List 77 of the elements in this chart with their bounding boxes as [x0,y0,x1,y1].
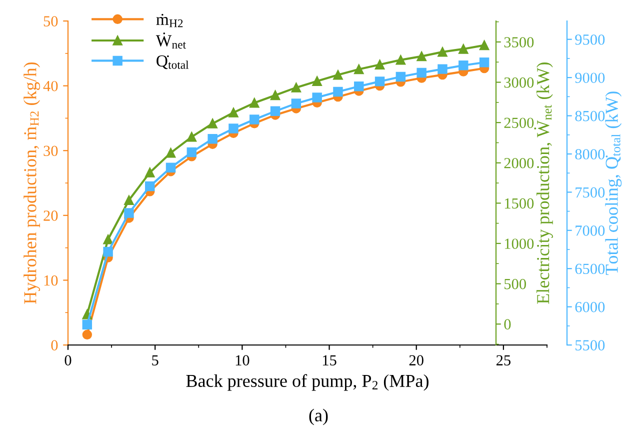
point [479,40,490,50]
point [166,148,176,158]
point [333,70,343,80]
y-tick-label: 0 [51,340,58,350]
point [291,98,302,108]
y2-tick-label: 2500 [504,118,534,128]
y2-tick-label: 3000 [504,77,534,88]
y-tick-label: 50 [44,16,58,26]
y2-axis-title: Electricity production, Ẇ$_{net}$ (kW) [534,62,553,304]
point [396,55,406,65]
y2-tick-label: 1500 [504,198,534,209]
point [82,320,92,330]
y3-tick-label: 7500 [576,187,605,198]
point [166,162,176,172]
y3-tick-label: 6000 [575,302,605,312]
point [354,82,364,92]
point [145,181,155,192]
point [103,234,113,244]
point [396,72,406,82]
point [438,47,448,57]
y2-tick-label: 500 [504,278,526,290]
y3-axis-title: Total cooling, Q̇$_{total}$ (kW) [605,92,622,275]
point [228,124,238,134]
point [333,86,343,97]
point [250,98,260,108]
point [145,168,155,178]
y2-tick-label: 2000 [504,158,534,168]
x-axis-title: Back pressure of pump, P$_{2}$ (MPa) [186,374,428,391]
point [208,118,218,128]
point [416,51,426,62]
point [82,330,92,340]
point [458,60,468,70]
point [186,147,197,158]
x-tick-label: 20 [409,355,424,366]
point [124,195,134,206]
point [438,64,448,74]
y-tick-label: 30 [44,146,58,156]
y3-tick-label: 9000 [575,72,605,83]
x-tick-label: 15 [322,355,336,366]
y-tick-label: 20 [44,210,58,221]
point [291,82,302,92]
x-tick-label: 25 [496,355,510,366]
legend-label: ṁ$_{H2}$ [156,14,183,28]
text: (a) [309,408,328,426]
y-tick-label: 10 [44,275,58,286]
legend-label: Q̇$_{total}$ [156,55,189,70]
y2-tick-label: 3500 [504,37,534,48]
point [270,90,280,100]
x-tick-label: 10 [236,355,250,366]
y3-tick-label: 8000 [575,149,605,160]
y3-tick-label: 6500 [575,264,605,274]
point [270,106,280,116]
point [103,246,113,257]
point [250,114,260,124]
y-axis-title: Hydrohen production, ṁ$_{H2}$ (kg/h) [24,62,40,304]
point [479,58,490,68]
y3-tick-label: 7000 [576,226,605,236]
point [354,64,364,74]
point [374,60,385,70]
point [186,132,197,142]
point [208,134,218,144]
point [458,44,468,54]
legend-label: Ẇ$_{net}$ [156,32,186,49]
y2-tick-label: 0 [504,319,511,330]
point [312,92,322,102]
point [124,208,134,218]
x-tick-label: 5 [152,355,158,366]
point [374,76,385,86]
point [228,108,238,118]
y3-tick-label: 5500 [576,340,605,350]
y3-tick-label: 8500 [575,110,605,122]
y2-tick-label: 1000 [504,238,534,249]
point [416,68,426,78]
y3-tick-label: 9500 [575,34,605,45]
x-tick-label: 0 [64,355,72,366]
point [312,76,322,86]
y-tick-label: 40 [43,80,58,92]
